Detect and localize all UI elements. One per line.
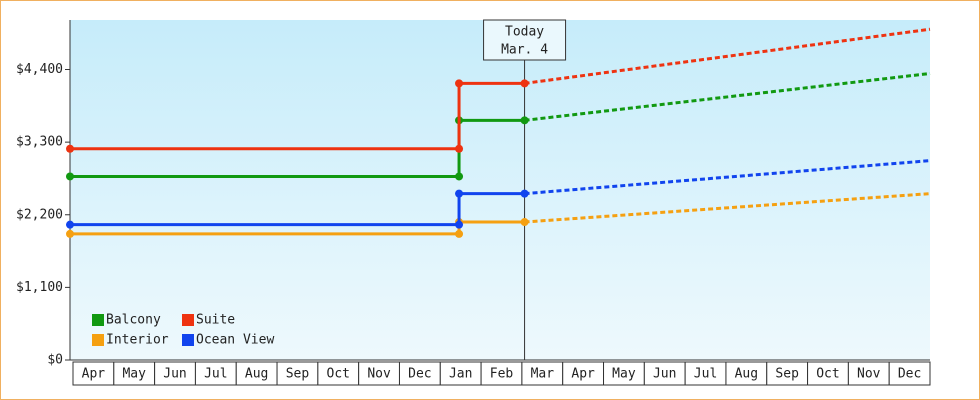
price-line (70, 192, 525, 227)
x-tick-label: May (612, 367, 636, 382)
legend-label: Ocean View (196, 333, 274, 348)
legend-label: Balcony (106, 313, 161, 328)
y-tick-label: $3,300 (16, 135, 63, 150)
x-tick-label: Aug (735, 367, 758, 382)
point (455, 144, 464, 153)
legend-swatch (92, 334, 104, 346)
forecast-line (524, 71, 931, 122)
y-tick-label: $4,400 (16, 62, 63, 77)
x-tick-label: Jan (449, 367, 472, 382)
x-tick-label: Oct (327, 367, 350, 382)
x-tick-label: May (122, 367, 146, 382)
point (455, 229, 464, 238)
x-tick-label: Sep (775, 367, 799, 382)
price-line (70, 81, 525, 151)
point (520, 218, 529, 227)
x-tick-label: Apr (82, 367, 106, 382)
x-tick-label: Feb (490, 367, 514, 382)
point (455, 220, 464, 229)
x-tick-label: Apr (571, 367, 595, 382)
today-label: Today (505, 25, 544, 40)
x-tick-label: Nov (367, 367, 391, 382)
legend-swatch (92, 314, 104, 326)
point (455, 172, 464, 181)
x-tick-label: Jul (204, 367, 227, 382)
plot-area (70, 20, 930, 360)
legend-label: Suite (196, 313, 235, 328)
point (520, 116, 529, 125)
legend-swatch (182, 314, 194, 326)
x-tick-label: Nov (857, 367, 881, 382)
x-tick-label: Jun (163, 367, 186, 382)
forecast-line (524, 192, 931, 224)
forecast-line (524, 27, 931, 85)
x-tick-label: Jun (653, 367, 676, 382)
x-tick-label: Oct (816, 367, 839, 382)
point (66, 172, 74, 181)
point (66, 229, 74, 238)
point (66, 144, 74, 153)
forecast-line (524, 159, 931, 196)
x-tick-label: Sep (286, 367, 310, 382)
today-box (483, 19, 567, 61)
point (66, 220, 74, 229)
y-tick-label: $0 (47, 353, 63, 368)
legend-label: Interior (106, 333, 169, 348)
month-box (888, 361, 931, 386)
x-tick-label: Dec (408, 367, 431, 382)
point (455, 189, 464, 198)
y-tick-label: $1,100 (16, 280, 63, 295)
x-tick-label: Dec (898, 367, 921, 382)
point (455, 79, 464, 88)
point (520, 79, 529, 88)
x-tick-label: Aug (245, 367, 268, 382)
legend-swatch (182, 334, 194, 346)
y-tick-label: $2,200 (16, 207, 63, 222)
x-tick-label: Mar (531, 367, 555, 382)
x-tick-label: Jul (694, 367, 717, 382)
point (520, 189, 529, 198)
today-label: Mar. 4 (501, 43, 548, 58)
